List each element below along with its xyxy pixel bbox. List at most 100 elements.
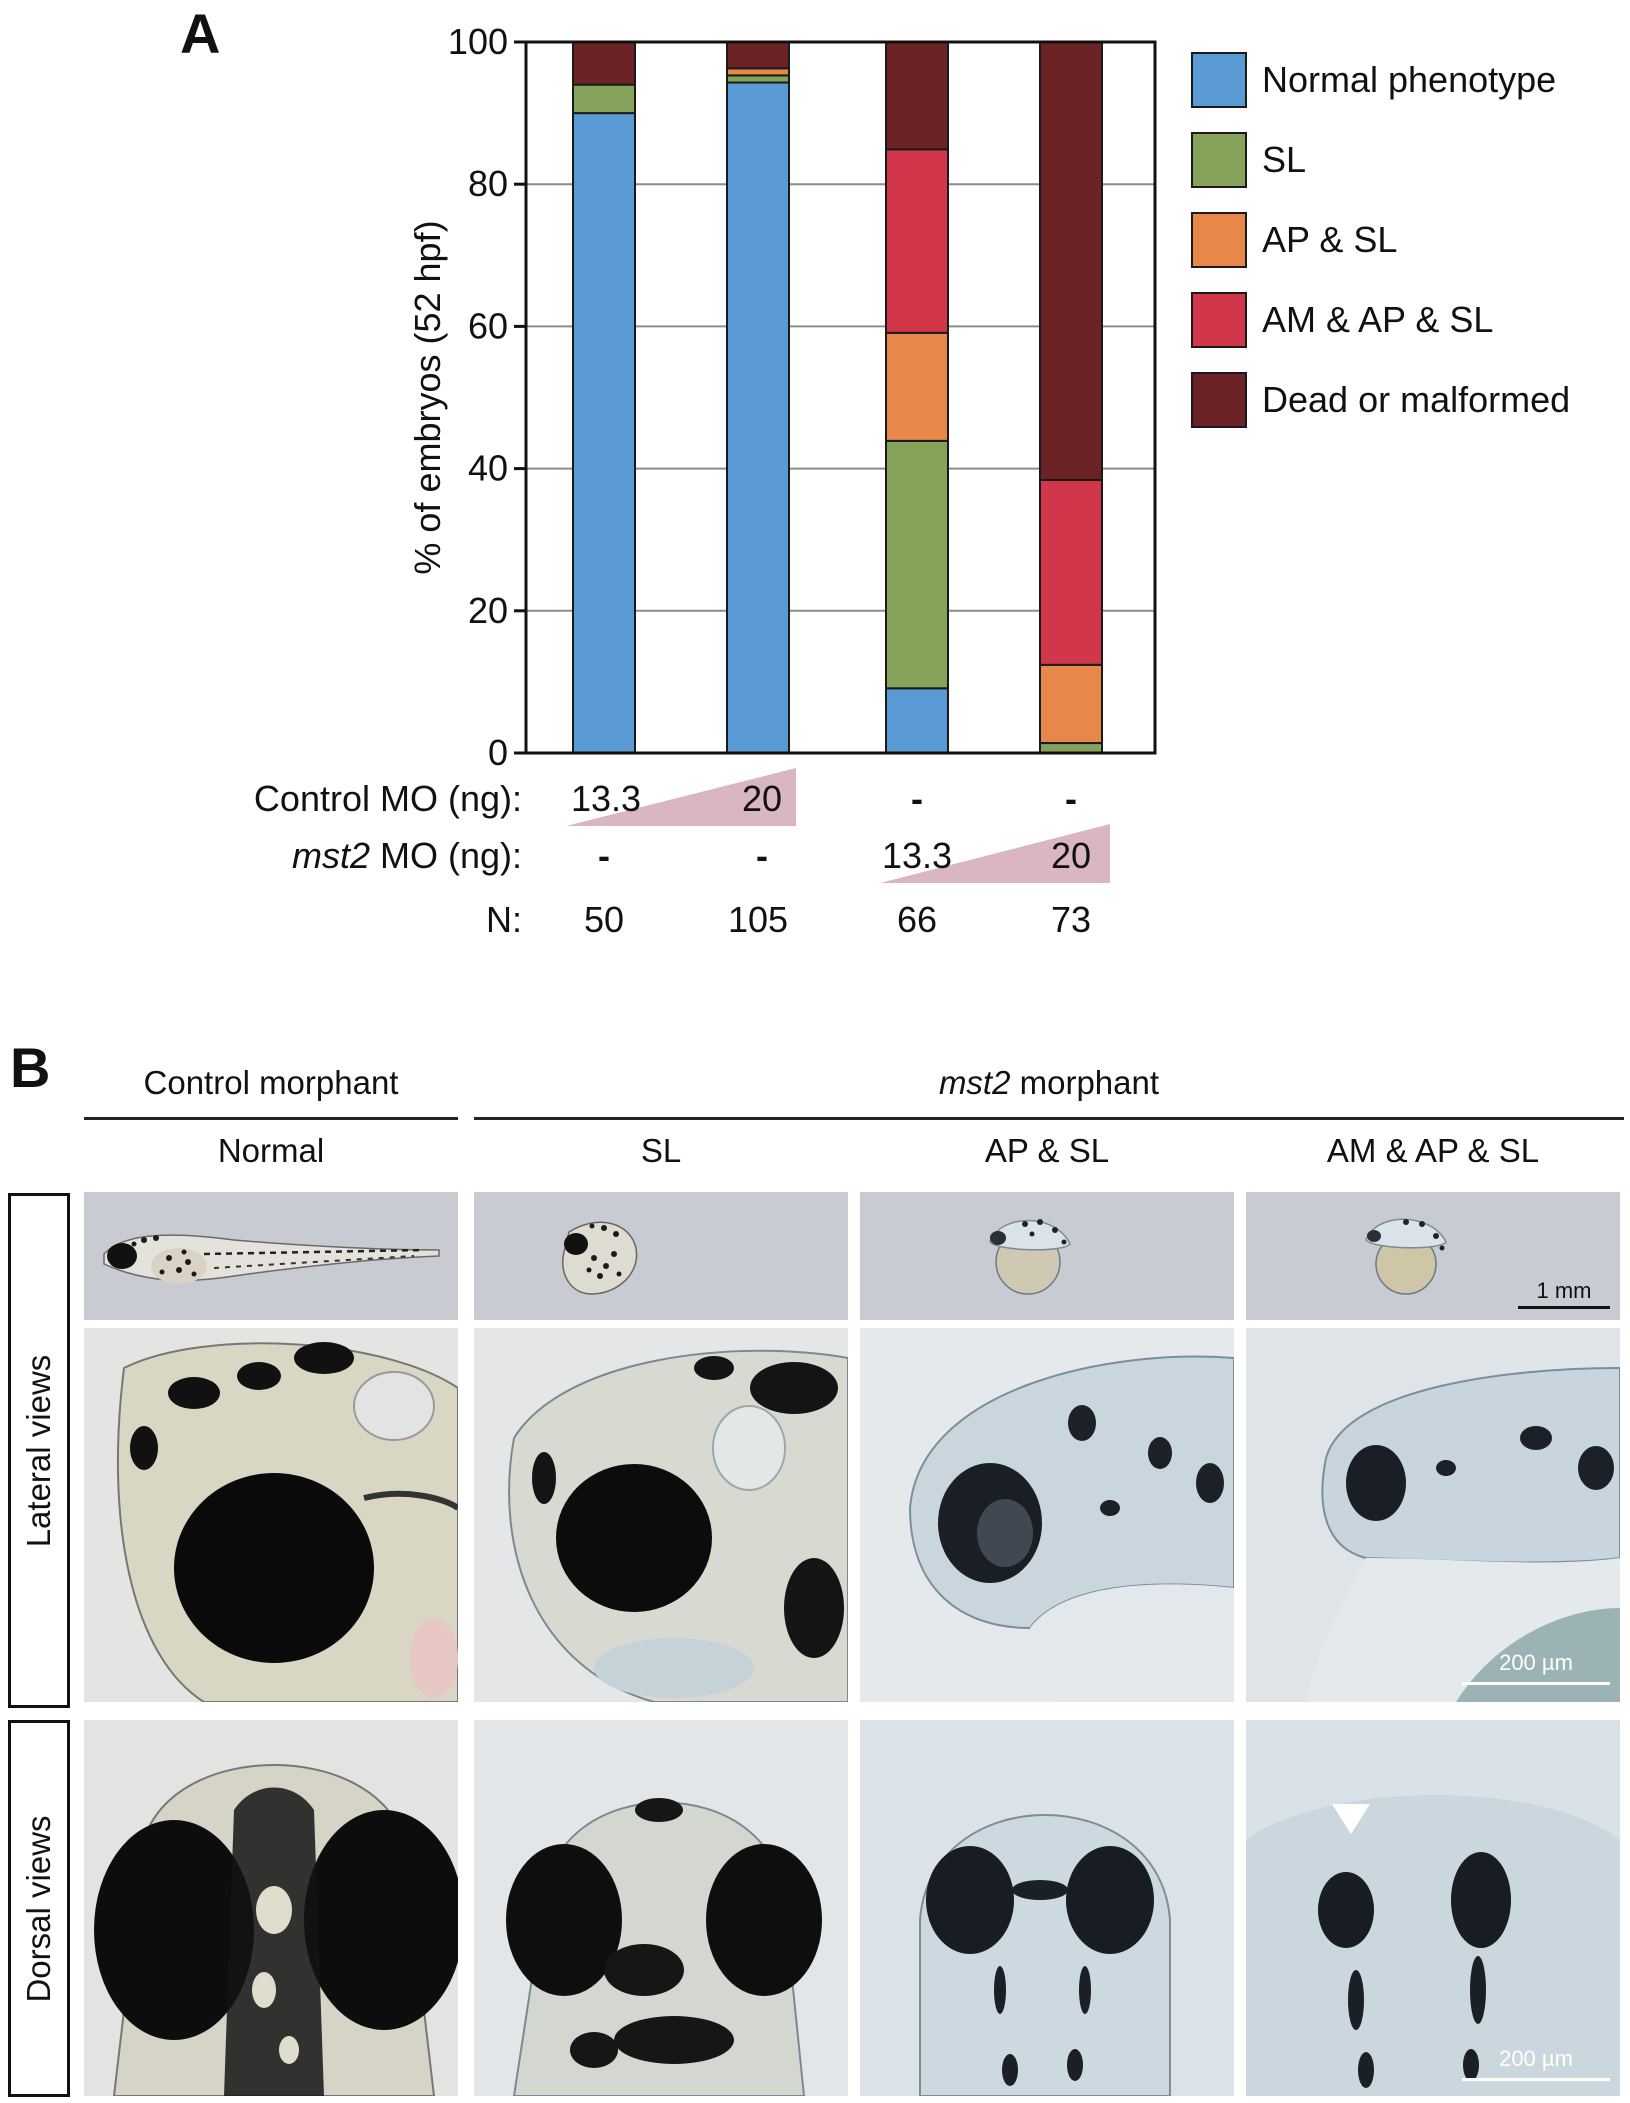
mst2-dose-value: 20 xyxy=(1051,835,1091,876)
bar-segment xyxy=(1039,41,1103,481)
lateral-sl-illustration xyxy=(508,1349,848,1702)
group-rule-control xyxy=(84,1117,458,1120)
bar-segment xyxy=(726,41,790,70)
embryo-whole-normal-illustration xyxy=(103,1234,440,1284)
scale-bar-1mm: 1 mm xyxy=(1518,1278,1610,1312)
dorsal-sl-illustration xyxy=(506,1798,822,2096)
bar-segment xyxy=(885,41,949,151)
scale-bar-lateral-line xyxy=(1462,1682,1610,1685)
n-value: 66 xyxy=(897,899,937,940)
row-label-n: N: xyxy=(486,899,522,940)
n-value: 105 xyxy=(728,899,788,940)
photo-dorsal-normal xyxy=(84,1720,458,2096)
photo-lateral-normal xyxy=(84,1328,458,1702)
row-label-dorsal-text: Dorsal views xyxy=(20,1814,57,2003)
control-dose-value: 20 xyxy=(742,778,782,819)
legend-swatch xyxy=(1191,52,1247,108)
group-header-control: Control morphant xyxy=(143,1064,399,1101)
plot-frame xyxy=(524,40,1157,755)
mst2-dose-value: 13.3 xyxy=(882,835,952,876)
dorsal-ap-sl-illustration xyxy=(919,1814,1171,2096)
y-tick-label: 100 xyxy=(448,21,508,62)
scale-bar-1mm-label: 1 mm xyxy=(1536,1278,1592,1303)
column-header-am-ap-sl: AM & AP & SL xyxy=(1326,1132,1540,1169)
y-tick-label: 0 xyxy=(488,732,508,773)
control-dose-value: 13.3 xyxy=(571,778,641,819)
photo-dorsal-ap-sl xyxy=(860,1720,1234,2096)
embryo-whole-sl-illustration xyxy=(562,1221,638,1295)
photo-dorsal-sl xyxy=(474,1720,848,2096)
mst2-dose-value: - xyxy=(598,835,610,876)
group-rule-mst2 xyxy=(474,1117,1624,1120)
y-tick-label: 40 xyxy=(468,448,508,489)
bar-segment xyxy=(572,112,636,755)
embryo-whole-ap-sl-illustration xyxy=(989,1219,1071,1295)
lateral-am-ap-sl-illustration xyxy=(1306,1366,1620,1702)
photo-lateral-am-ap-sl: 200 µm xyxy=(1246,1328,1620,1702)
dorsal-am-ap-sl-illustration xyxy=(1246,1795,1620,2096)
legend-swatch xyxy=(1191,292,1247,348)
bar-segment xyxy=(885,439,949,690)
legend-swatch xyxy=(1191,212,1247,268)
scale-bar-dorsal-line xyxy=(1462,2078,1610,2081)
n-value: 73 xyxy=(1051,899,1091,940)
legend-label: AM & AP & SL xyxy=(1262,299,1493,340)
bar-segment xyxy=(885,148,949,334)
row-label-lateral-text: Lateral views xyxy=(20,1354,57,1547)
bar-segment xyxy=(726,74,790,84)
group-header-mst2: mst2 morphant xyxy=(474,1064,1624,1102)
y-axis-label: % of embryos (52 hpf) xyxy=(407,220,448,574)
embryo-whole-am-ap-sl-illustration xyxy=(1365,1218,1447,1295)
dorsal-normal-illustration xyxy=(94,1764,458,2096)
column-header-normal: Normal xyxy=(217,1132,325,1169)
control-dose-value: - xyxy=(1065,778,1077,819)
bar-segment xyxy=(1039,663,1103,745)
bar-segment xyxy=(885,331,949,442)
bar-segment xyxy=(572,41,636,86)
photo-whole-normal xyxy=(84,1192,458,1320)
row-label-control: Control MO (ng): xyxy=(254,778,522,819)
scale-bar-dorsal-label: 200 µm xyxy=(1499,2046,1573,2071)
bar-segment xyxy=(726,67,790,77)
gene-name: mst2 xyxy=(938,1064,1011,1101)
photo-lateral-ap-sl xyxy=(860,1328,1234,1702)
row-label-lateral: Lateral views xyxy=(8,1193,70,1708)
bar-segment xyxy=(1039,478,1103,666)
n-value: 50 xyxy=(584,899,624,940)
scale-bar-1mm-line xyxy=(1518,1306,1610,1309)
legend-label: AP & SL xyxy=(1262,219,1397,260)
bar-segment xyxy=(726,81,790,755)
group-header-rest: morphant xyxy=(1010,1064,1160,1101)
column-header-sl: SL xyxy=(640,1132,682,1169)
legend-swatch xyxy=(1191,372,1247,428)
y-tick-label: 60 xyxy=(468,305,508,346)
scale-bar-lateral-label: 200 µm xyxy=(1499,1650,1573,1675)
panel-a-letter: A xyxy=(180,2,221,65)
row-label-mst2: mst2 MO (ng): xyxy=(292,835,522,876)
legend-swatch xyxy=(1191,132,1247,188)
photo-whole-ap-sl xyxy=(860,1192,1234,1320)
stacked-bar-chart: 0 20 40 60 80 100 % of embryos (52 hpf) Normal … xyxy=(254,21,1570,940)
legend-label: Dead or malformed xyxy=(1262,379,1570,420)
dose-wedge-control xyxy=(566,768,796,826)
panel-b-letter: B xyxy=(10,1036,51,1099)
photo-whole-sl xyxy=(474,1192,848,1320)
photo-whole-am-ap-sl: 1 mm xyxy=(1246,1192,1620,1320)
scale-bar-dorsal: 200 µm xyxy=(1462,2046,1610,2086)
legend-label: SL xyxy=(1262,139,1306,180)
y-tick-label: 20 xyxy=(468,590,508,631)
control-dose-value: - xyxy=(911,778,923,819)
column-header-ap-sl: AP & SL xyxy=(984,1132,1110,1169)
row-label-dorsal: Dorsal views xyxy=(8,1720,70,2097)
row-label-mst2-gene: mst2 xyxy=(292,835,370,876)
mst2-dose-value: - xyxy=(756,835,768,876)
lateral-ap-sl-illustration xyxy=(908,1355,1234,1702)
photo-dorsal-am-ap-sl: 200 µm xyxy=(1246,1720,1620,2096)
legend-label: Normal phenotype xyxy=(1262,59,1556,100)
bar-segment xyxy=(572,83,636,115)
photo-lateral-sl xyxy=(474,1328,848,1702)
row-label-mst2-suffix: MO (ng): xyxy=(370,835,522,876)
y-tick-label: 80 xyxy=(468,163,508,204)
bar-segment xyxy=(885,687,949,755)
dose-wedge-mst2 xyxy=(880,824,1110,883)
